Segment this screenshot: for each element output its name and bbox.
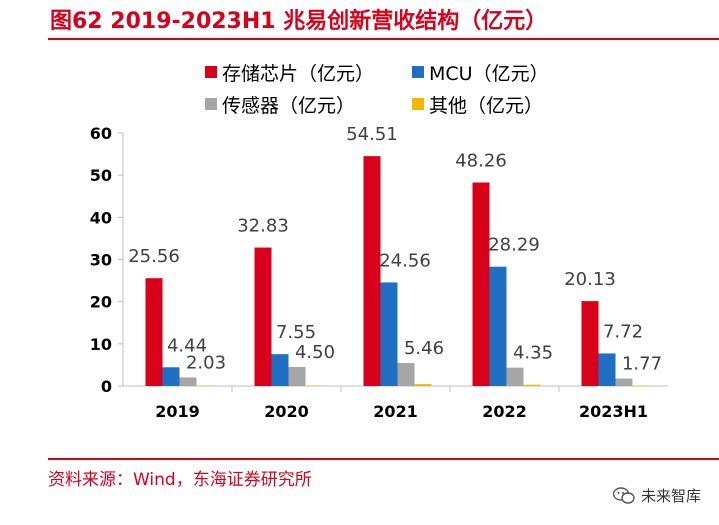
x-tick-label: 2021 (373, 402, 418, 421)
data-label: 48.26 (455, 151, 507, 172)
bar (179, 377, 197, 386)
x-tick-label: 2020 (264, 402, 309, 421)
data-label: 2.03 (186, 352, 226, 373)
data-label: 25.56 (128, 246, 180, 267)
y-tick-label: 50 (90, 166, 112, 185)
data-label: 20.13 (564, 269, 616, 290)
legend-label: 其他（亿元） (429, 95, 543, 117)
y-tick-label: 40 (90, 208, 112, 227)
data-label: 1.77 (622, 354, 662, 375)
bar (363, 156, 381, 386)
bar (305, 385, 323, 387)
legend-swatch (412, 98, 424, 110)
data-label: 5.46 (404, 338, 444, 359)
footer-divider (48, 458, 719, 460)
data-label: 7.72 (603, 321, 643, 342)
legend-label: 存储芯片（亿元） (222, 63, 374, 85)
bar (162, 367, 180, 386)
wechat-icon (612, 486, 635, 504)
bar (196, 385, 214, 387)
y-tick-label: 10 (90, 335, 112, 354)
data-label: 7.55 (276, 322, 316, 343)
bar (472, 182, 490, 386)
bar (506, 367, 524, 386)
bar (489, 266, 507, 386)
data-label: 28.29 (488, 235, 540, 256)
title-bar: 图62 2019-2023H1 兆易创新营收结构（亿元） (48, 0, 719, 40)
x-tick-label: 2019 (155, 402, 200, 421)
chart-title: 图62 2019-2023H1 兆易创新营收结构（亿元） (50, 9, 548, 34)
bar (523, 384, 541, 386)
bar (414, 384, 432, 386)
bar (254, 247, 272, 386)
data-label: 4.50 (295, 342, 335, 363)
bar-chart: 存储芯片（亿元） MCU（亿元） 传感器（亿元） 其他（亿元） 0 10 20 30 40 50 6… (90, 63, 668, 421)
data-label: 54.51 (346, 124, 398, 145)
watermark-text: 未来智库 (640, 487, 701, 505)
data-label: 32.83 (237, 216, 289, 237)
x-tick-label: 2022 (482, 402, 527, 421)
y-tick-label: 60 (90, 124, 112, 143)
y-tick-label: 0 (101, 377, 112, 396)
bar (380, 282, 398, 386)
legend-label: MCU（亿元） (429, 63, 549, 85)
y-tick-label: 20 (90, 293, 112, 312)
data-label: 4.35 (513, 343, 553, 364)
data-label: 4.44 (167, 335, 207, 356)
legend-label: 传感器（亿元） (222, 95, 355, 117)
bar (145, 278, 163, 386)
bar (397, 362, 415, 386)
legend-swatch (412, 66, 424, 78)
legend-swatch (205, 98, 217, 110)
watermark: 未来智库 (612, 485, 701, 506)
bar (632, 385, 650, 387)
bar (288, 367, 306, 386)
bar (615, 378, 633, 386)
legend-swatch (205, 66, 217, 78)
y-tick-label: 30 (90, 251, 112, 270)
data-label: 24.56 (379, 250, 431, 271)
bar (598, 353, 616, 386)
bar (581, 301, 599, 386)
x-tick-label: 2023H1 (579, 402, 648, 421)
bar (271, 354, 289, 386)
source-note: 资料来源：Wind，东海证券研究所 (48, 470, 312, 490)
